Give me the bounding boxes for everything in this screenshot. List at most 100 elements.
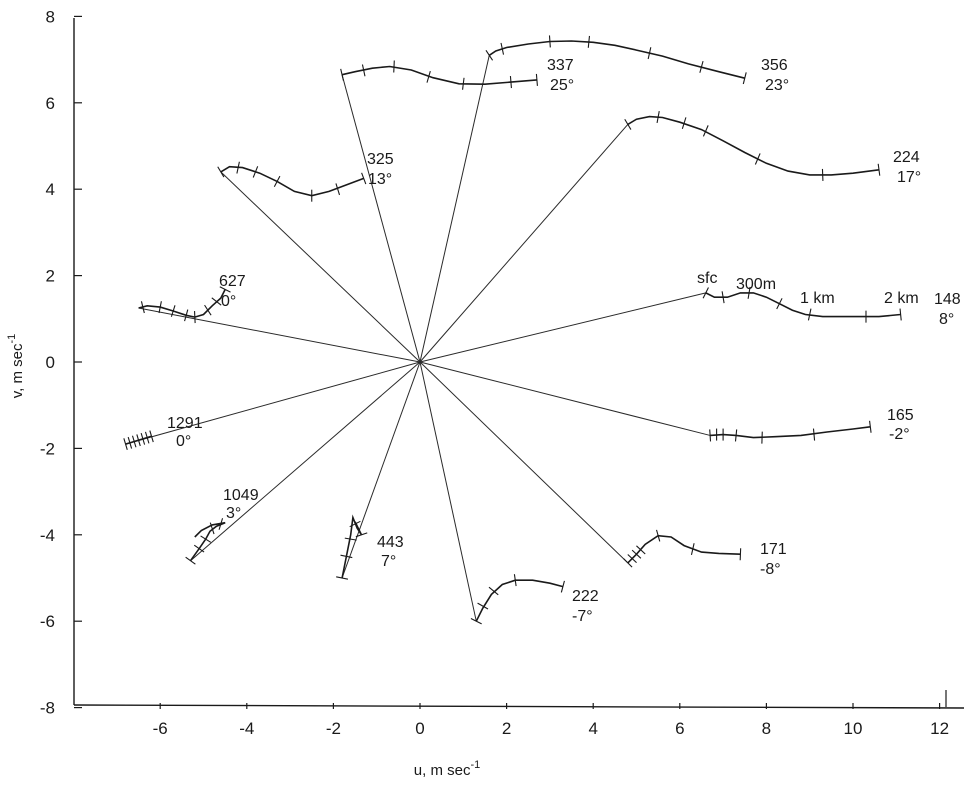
y-axis-label: v, m sec-1 <box>6 334 26 399</box>
annotation-sfc: sfc <box>697 270 717 287</box>
label-1291-name: 1291 <box>167 415 203 432</box>
y-tick-label: 4 <box>46 180 55 199</box>
label-171-name: 171 <box>760 541 787 558</box>
height-tick-337 <box>509 76 512 89</box>
height-tick-1049 <box>185 556 196 565</box>
y-tick-label: 8 <box>46 7 55 26</box>
ray-148 <box>419 292 706 363</box>
height-tick-165 <box>709 429 712 442</box>
height-tick-148 <box>899 308 902 321</box>
height-tick-171 <box>655 529 661 542</box>
label-222-name: 222 <box>572 588 599 605</box>
hodograph-325 <box>220 165 364 197</box>
height-tick-1049 <box>218 518 224 530</box>
label-627-name: 627 <box>219 273 246 290</box>
height-tick-356 <box>647 47 652 60</box>
y-tick-label: 2 <box>46 267 55 286</box>
height-tick-443 <box>349 520 361 528</box>
height-tick-356 <box>699 61 704 73</box>
axis-ticks: -6 -4 -2 0 2 4 6 8 10 12 8 6 4 2 0 -2 -4 -6 -8 <box>40 7 949 738</box>
height-tick-224 <box>754 153 761 165</box>
x-tick-label: 6 <box>675 719 684 738</box>
height-tick-222 <box>513 574 517 587</box>
height-tick-171 <box>690 543 695 556</box>
height-tick-171 <box>636 545 646 555</box>
hodograph-222 <box>475 579 564 622</box>
hodograph-148 <box>705 292 901 318</box>
ray-337 <box>341 74 421 363</box>
label-171-angle: -8° <box>760 561 781 578</box>
height-tick-627 <box>204 304 212 316</box>
x-axis-label-exponent: -1 <box>470 759 480 771</box>
annotation-2km: 2 km <box>884 290 919 307</box>
height-tick-356 <box>742 72 747 85</box>
annotation-300m: 300m <box>736 276 776 293</box>
height-tick-224 <box>877 163 881 176</box>
height-tick-325 <box>252 166 259 178</box>
ray-222 <box>419 361 477 622</box>
label-165-name: 165 <box>887 407 914 424</box>
height-tick-443 <box>340 554 353 559</box>
label-325-angle: 13° <box>368 171 392 188</box>
height-tick-443 <box>336 576 349 580</box>
height-tick-337 <box>462 77 465 90</box>
label-325-name: 325 <box>367 151 394 168</box>
x-tick-label: 0 <box>415 719 424 738</box>
label-627-angle: 0° <box>221 293 236 310</box>
height-tick-224 <box>681 117 687 129</box>
height-tick-356 <box>587 35 591 48</box>
height-tick-1049 <box>200 535 212 543</box>
height-tick-337 <box>535 73 538 86</box>
ray-1049 <box>190 361 421 562</box>
label-337-name: 337 <box>547 57 574 74</box>
height-tick-1291 <box>140 432 146 445</box>
height-tick-224 <box>702 125 709 137</box>
height-tick-165 <box>812 428 816 441</box>
height-tick-337 <box>393 60 395 73</box>
label-1049-name: 1049 <box>223 487 259 504</box>
height-tick-1291 <box>131 435 137 448</box>
height-tick-325 <box>236 161 240 174</box>
ray-627 <box>138 307 421 363</box>
height-tick-627 <box>140 301 145 314</box>
ray-165 <box>419 361 711 436</box>
label-148-name: 148 <box>934 291 961 308</box>
x-axis-label: u, m sec-1 <box>414 759 480 779</box>
height-tick-627 <box>211 297 222 306</box>
height-tick-325 <box>335 183 341 196</box>
height-tick-148 <box>807 308 812 321</box>
height-tick-337 <box>426 70 431 83</box>
axes <box>73 18 965 709</box>
height-tick-356 <box>548 35 551 48</box>
height-tick-165 <box>869 420 872 433</box>
label-1049-angle: 3° <box>226 505 241 522</box>
label-224-name: 224 <box>893 149 920 166</box>
label-1291-angle: 0° <box>176 433 191 450</box>
height-tick-148 <box>702 287 709 299</box>
hodograph-165 <box>710 426 871 439</box>
height-tick-165 <box>734 429 738 442</box>
height-tick-222 <box>477 602 489 610</box>
height-tick-224 <box>624 118 632 130</box>
ray-356 <box>419 55 490 363</box>
x-tick-label: -4 <box>239 719 254 738</box>
y-tick-label: -8 <box>40 699 55 718</box>
hodograph-1049 <box>189 521 226 562</box>
height-tick-337 <box>340 68 344 81</box>
label-148-angle: 8° <box>939 311 954 328</box>
label-356-angle: 23° <box>765 77 789 94</box>
hodograph-224 <box>627 115 880 176</box>
x-tick-label: 12 <box>930 719 949 738</box>
label-443-angle: 7° <box>381 553 396 570</box>
ray-325 <box>220 171 421 363</box>
height-tick-627 <box>184 309 189 322</box>
label-337-angle: 25° <box>550 77 574 94</box>
ray-443 <box>341 361 421 579</box>
height-tick-148 <box>747 286 751 299</box>
ray-1291 <box>125 361 421 445</box>
hodograph-337 <box>341 65 537 86</box>
height-tick-222 <box>560 580 565 593</box>
height-tick-171 <box>631 549 642 559</box>
height-tick-148 <box>721 291 725 304</box>
